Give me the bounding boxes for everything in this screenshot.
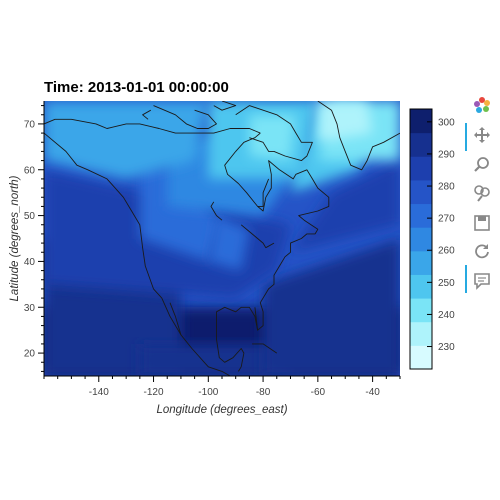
temperature-contour-region (139, 343, 291, 376)
reset-tool-button[interactable] (472, 243, 492, 263)
box-zoom-tool-button[interactable] (472, 156, 492, 179)
coastline-path (44, 118, 261, 134)
colorbar-segment (410, 274, 432, 299)
coastline-path (252, 343, 278, 354)
coastline-path (240, 224, 275, 249)
x-tick-label: -60 (311, 387, 326, 398)
x-tick-label: -100 (198, 387, 218, 398)
coastline-path (213, 101, 237, 111)
temperature-contour-region (44, 101, 209, 179)
coastline-path (257, 178, 270, 207)
reset-icon (473, 242, 491, 265)
coastline-path (169, 302, 182, 335)
temperature-field (44, 101, 400, 376)
coastline-path (142, 109, 152, 120)
colorbar-segment (410, 227, 432, 252)
axes: -140 -120 -100 -80 -60 -40 20 30 40 50 60 70 Longitu… (9, 101, 401, 416)
colorbar: 230 240 250 260 270 280 290 300 (409, 108, 455, 370)
coastline-path (216, 132, 330, 331)
coastline (44, 101, 400, 376)
pan-tool-button[interactable] (472, 126, 492, 149)
hover-tool-button[interactable] (472, 272, 492, 295)
colorbar-segment (410, 132, 432, 157)
active-tool-indicator (465, 265, 467, 293)
y-tick-label: 40 (24, 257, 36, 268)
bokeh-logo-tool-button (472, 96, 492, 119)
temperature-contour-region (249, 114, 296, 161)
colorbar-tick-label: 260 (438, 246, 455, 257)
y-tick-label: 30 (24, 303, 36, 314)
active-tool-indicator (465, 123, 467, 151)
colorbar-tick-label: 280 (438, 182, 455, 193)
colorbar-segment (410, 321, 432, 346)
x-tick-label: -40 (365, 387, 380, 398)
y-tick-label: 50 (24, 211, 36, 222)
coastline-path (216, 321, 245, 372)
colorbar-segment (410, 179, 432, 205)
coastline-path (210, 201, 223, 221)
colorbar-tick-label: 240 (438, 310, 455, 321)
colorbar-tick-label: 250 (438, 278, 455, 289)
bokeh-logo-icon (473, 96, 491, 119)
wheel-zoom-tool-button[interactable] (472, 184, 492, 207)
pan-icon (473, 126, 491, 149)
y-tick-label: 70 (24, 119, 36, 130)
plot-toolbar (462, 95, 500, 295)
chart-title: Time: 2013-01-01 00:00:00 (44, 79, 229, 96)
colorbar-tick-label: 270 (438, 214, 455, 225)
colorbar-tick-label: 290 (438, 149, 455, 160)
colorbar-border (409, 108, 433, 370)
temperature-contour-region (263, 238, 400, 376)
hover-icon (473, 272, 491, 295)
colorbar-segment (410, 156, 432, 181)
coastline-path (44, 132, 231, 376)
colorbar-segment (410, 345, 432, 370)
box-zoom-icon (473, 156, 491, 179)
y-axis-label: Latitude (degrees_north) (9, 175, 21, 301)
coastline-path (254, 307, 259, 331)
temperature-contour-region (139, 160, 222, 262)
save-icon (473, 214, 491, 237)
colorbar-tick-label: 300 (438, 117, 455, 128)
temperature-contour-region (208, 215, 250, 271)
y-tick-label: 20 (24, 349, 36, 360)
coastline-path (153, 105, 217, 129)
coastline-path (235, 105, 313, 162)
colorbar-segment (410, 109, 432, 134)
x-tick-label: -80 (256, 387, 271, 398)
y-tick-label: 60 (24, 165, 36, 176)
save-tool-button[interactable] (472, 214, 492, 237)
x-tick-label: -120 (144, 387, 164, 398)
x-tick-label: -140 (89, 387, 109, 398)
x-axis-label: Longitude (degrees_east) (156, 404, 287, 416)
wheel-zoom-icon (473, 184, 491, 207)
colorbar-tick-label: 230 (438, 342, 455, 353)
colorbar-segment (410, 203, 432, 228)
coastline-path (317, 101, 400, 171)
colorbar-segment (410, 298, 432, 323)
colorbar-segment (410, 250, 432, 275)
